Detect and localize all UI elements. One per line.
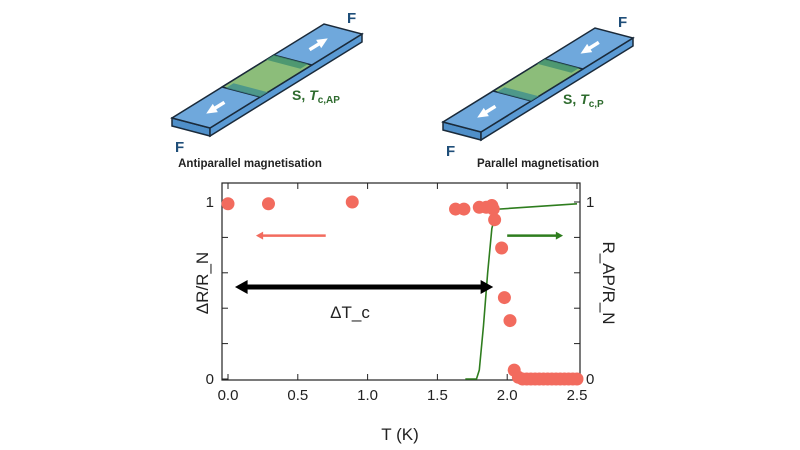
y-tick-right-label: 0 bbox=[586, 371, 594, 388]
data-point bbox=[488, 213, 502, 227]
right-axis-arrow-head bbox=[555, 231, 564, 240]
magnetisation-arrow-right-head bbox=[316, 38, 328, 49]
data-point bbox=[345, 195, 359, 209]
data-point bbox=[495, 241, 509, 255]
delta-tc-arrow-head-start bbox=[234, 279, 248, 294]
caption-antiparallel: Antiparallel magnetisation bbox=[178, 158, 322, 170]
overlap-left bbox=[225, 83, 268, 97]
x-tick-label: 1.5 bbox=[427, 387, 448, 404]
left-axis-arrow-head bbox=[255, 231, 264, 240]
device-diagram-parallel: F F S, Tc,P bbox=[441, 14, 635, 160]
y-tick-right-label: 1 bbox=[586, 194, 594, 211]
plot-frame bbox=[221, 182, 581, 381]
superconductor-label: S, Tc,P bbox=[563, 91, 604, 110]
ferromagnet-label-right: F bbox=[347, 10, 356, 27]
data-point bbox=[570, 372, 584, 386]
x-tick-label: 2.0 bbox=[497, 387, 518, 404]
x-tick-label: 2.5 bbox=[567, 387, 588, 404]
x-axis-label: T (K) bbox=[381, 425, 418, 444]
data-point bbox=[486, 202, 500, 216]
ferromagnet-label-right: F bbox=[618, 14, 627, 31]
y-axis-right-label: R_AP/R_N bbox=[599, 241, 618, 324]
x-tick-label: 0.5 bbox=[287, 387, 308, 404]
data-point bbox=[261, 197, 275, 211]
y-axis-left-label: ΔR/R_N bbox=[193, 252, 212, 314]
superconductor-label: S, Tc,AP bbox=[292, 87, 340, 106]
data-point bbox=[497, 291, 511, 305]
ferromagnet-label-left: F bbox=[446, 143, 455, 160]
overlap-right bbox=[266, 55, 309, 69]
device-diagram-antiparallel: F F S, Tc,AP bbox=[170, 10, 364, 156]
data-point bbox=[221, 197, 235, 211]
delta-tc-arrow-head bbox=[480, 279, 494, 294]
data-point bbox=[503, 314, 517, 328]
x-tick-label: 0.0 bbox=[218, 387, 239, 404]
y-tick-left-label: 1 bbox=[206, 194, 214, 211]
caption-parallel: Parallel magnetisation bbox=[477, 158, 599, 170]
delta-tc-label: ΔT_c bbox=[330, 303, 370, 322]
overlap-right bbox=[537, 59, 580, 73]
overlap-left bbox=[496, 87, 539, 101]
magnetisation-arrow-right-head bbox=[580, 43, 593, 54]
magnetisation-arrow-left-head bbox=[477, 107, 489, 118]
x-tick-label: 1.0 bbox=[357, 387, 378, 404]
data-point bbox=[457, 202, 471, 216]
y-tick-left-label: 0 bbox=[206, 371, 214, 388]
ferromagnet-label-left: F bbox=[175, 139, 184, 156]
magnetisation-arrow-left-head bbox=[206, 103, 218, 114]
